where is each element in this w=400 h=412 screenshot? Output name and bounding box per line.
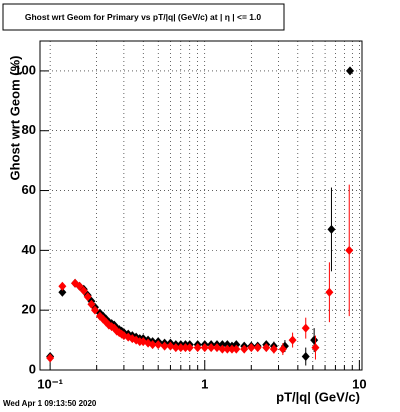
marker [301, 323, 310, 333]
x-tick-label: 10 [352, 376, 366, 391]
y-tick-label: 60 [22, 182, 36, 197]
y-tick-label: 80 [22, 122, 36, 137]
marker [207, 343, 216, 353]
marker [345, 245, 354, 255]
y-tick-label: 100 [14, 62, 36, 77]
marker [269, 344, 278, 354]
marker [154, 340, 163, 350]
marker [327, 224, 336, 234]
marker [325, 287, 334, 297]
marker [311, 343, 320, 353]
y-axis-label: Ghost wrt Geom (%) [7, 56, 22, 181]
marker [247, 343, 256, 353]
marker [148, 340, 157, 350]
x-tick-label: 10⁻¹ [37, 376, 63, 391]
marker [218, 344, 227, 354]
marker [193, 343, 202, 353]
x-tick-label: 1 [201, 376, 208, 391]
marker [212, 343, 221, 353]
marker [310, 335, 319, 345]
marker [160, 341, 169, 351]
marker [240, 344, 249, 354]
marker [301, 352, 310, 362]
marker [79, 286, 88, 296]
marker [176, 343, 185, 353]
marker [185, 343, 194, 353]
y-tick-label: 0 [29, 361, 36, 376]
marker [227, 344, 236, 354]
marker [278, 344, 287, 354]
marker [171, 343, 180, 353]
marker [232, 344, 241, 354]
y-tick-label: 20 [22, 302, 36, 317]
marker [75, 281, 84, 291]
y-tick-label: 40 [22, 242, 36, 257]
title-box [2, 3, 285, 31]
marker [288, 335, 297, 345]
marker [58, 281, 67, 291]
marker [223, 344, 232, 354]
marker [46, 353, 55, 363]
marker [200, 343, 209, 353]
marker [87, 299, 96, 309]
marker [90, 305, 99, 315]
marker [181, 343, 190, 353]
plot-frame [39, 40, 363, 371]
marker [346, 66, 355, 76]
marker [83, 292, 92, 302]
marker [253, 343, 262, 353]
timestamp: Wed Apr 1 09:13:50 2020 [3, 399, 97, 408]
x-axis-label: pT/|q| (GeV/c) [276, 389, 360, 404]
marker [262, 343, 271, 353]
marker [58, 287, 67, 297]
chart-title: Ghost wrt Geom for Primary vs pT/|q| (Ge… [25, 12, 262, 22]
marker [166, 341, 175, 351]
